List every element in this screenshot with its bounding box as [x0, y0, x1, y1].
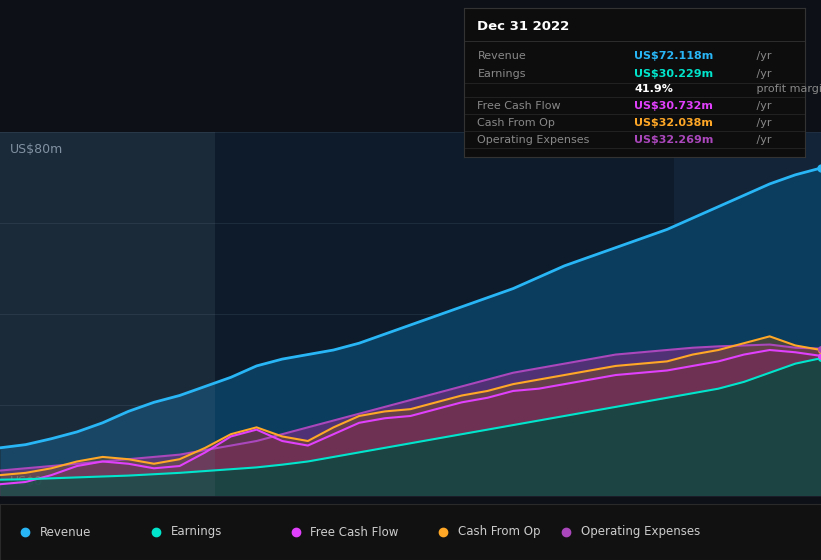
Text: Cash From Op: Cash From Op	[458, 525, 540, 539]
Text: Cash From Op: Cash From Op	[478, 118, 555, 128]
Text: Revenue: Revenue	[478, 51, 526, 61]
Text: US$32.038m: US$32.038m	[635, 118, 713, 128]
Text: /yr: /yr	[754, 101, 772, 111]
Text: /yr: /yr	[754, 135, 772, 144]
Text: Revenue: Revenue	[39, 525, 91, 539]
Text: profit margin: profit margin	[754, 84, 821, 94]
Text: 41.9%: 41.9%	[635, 84, 673, 94]
Text: /yr: /yr	[754, 118, 772, 128]
Text: Free Cash Flow: Free Cash Flow	[478, 101, 561, 111]
Text: Earnings: Earnings	[171, 525, 222, 539]
Text: /yr: /yr	[754, 69, 772, 80]
Text: Free Cash Flow: Free Cash Flow	[310, 525, 399, 539]
Text: US$30.229m: US$30.229m	[635, 69, 713, 80]
Text: US$72.118m: US$72.118m	[635, 51, 713, 61]
Text: US$30.732m: US$30.732m	[635, 101, 713, 111]
Text: Operating Expenses: Operating Expenses	[581, 525, 700, 539]
Text: Dec 31 2022: Dec 31 2022	[478, 20, 570, 32]
Text: US$0: US$0	[10, 475, 43, 488]
Text: US$80m: US$80m	[10, 142, 63, 156]
Text: Earnings: Earnings	[478, 69, 526, 80]
Text: US$32.269m: US$32.269m	[635, 135, 713, 144]
Text: Operating Expenses: Operating Expenses	[478, 135, 589, 144]
Bar	[674, 132, 821, 496]
Text: /yr: /yr	[754, 51, 772, 61]
Bar	[0, 132, 214, 496]
